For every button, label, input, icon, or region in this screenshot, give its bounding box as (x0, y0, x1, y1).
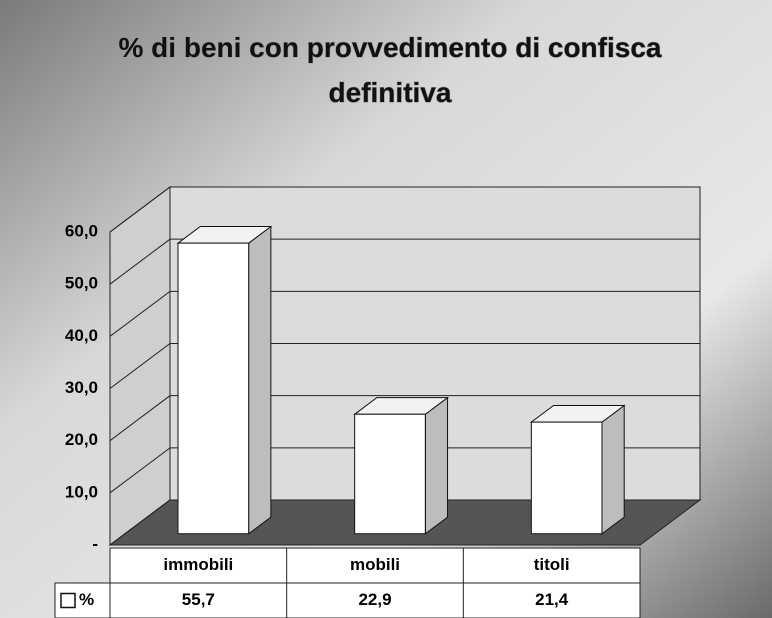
grid-line (109, 290, 700, 337)
grid-line (109, 499, 700, 546)
value-label: 55,7 (182, 590, 215, 609)
y-tick-label: 20,0 (65, 430, 98, 449)
bar-face (530, 421, 603, 535)
table-header-row (109, 547, 641, 584)
value-label: 22,9 (358, 590, 391, 609)
grid-line (109, 395, 700, 442)
bar-face (354, 413, 426, 535)
y-tick-label: 30,0 (65, 378, 98, 397)
bar (176, 225, 273, 535)
bar-face (177, 242, 250, 535)
x-tick-label: titoli (534, 555, 570, 574)
bar-face (248, 225, 272, 535)
bar (529, 404, 626, 535)
grid-line (109, 186, 700, 233)
grid-line (109, 343, 700, 389)
table-value-row (54, 582, 641, 618)
y-tick-label: 40,0 (65, 326, 98, 345)
y-tick-label: 10,0 (65, 482, 98, 501)
bar-face (424, 396, 449, 535)
grid-line (109, 447, 700, 494)
x-tick-label: immobili (163, 555, 233, 574)
bar (353, 396, 450, 535)
legend-swatch (60, 592, 76, 609)
y-tick-label: - (92, 534, 98, 553)
value-label: 21,4 (535, 590, 569, 609)
y-tick-label: 50,0 (65, 274, 98, 293)
legend-label: % (79, 590, 94, 609)
y-tick-label: 60,0 (65, 221, 98, 240)
x-tick-label: mobili (350, 555, 400, 574)
chart-title: % di beni con provvedimento di confisca d… (119, 32, 662, 108)
bar-face (601, 404, 625, 535)
grid-line (109, 238, 700, 285)
